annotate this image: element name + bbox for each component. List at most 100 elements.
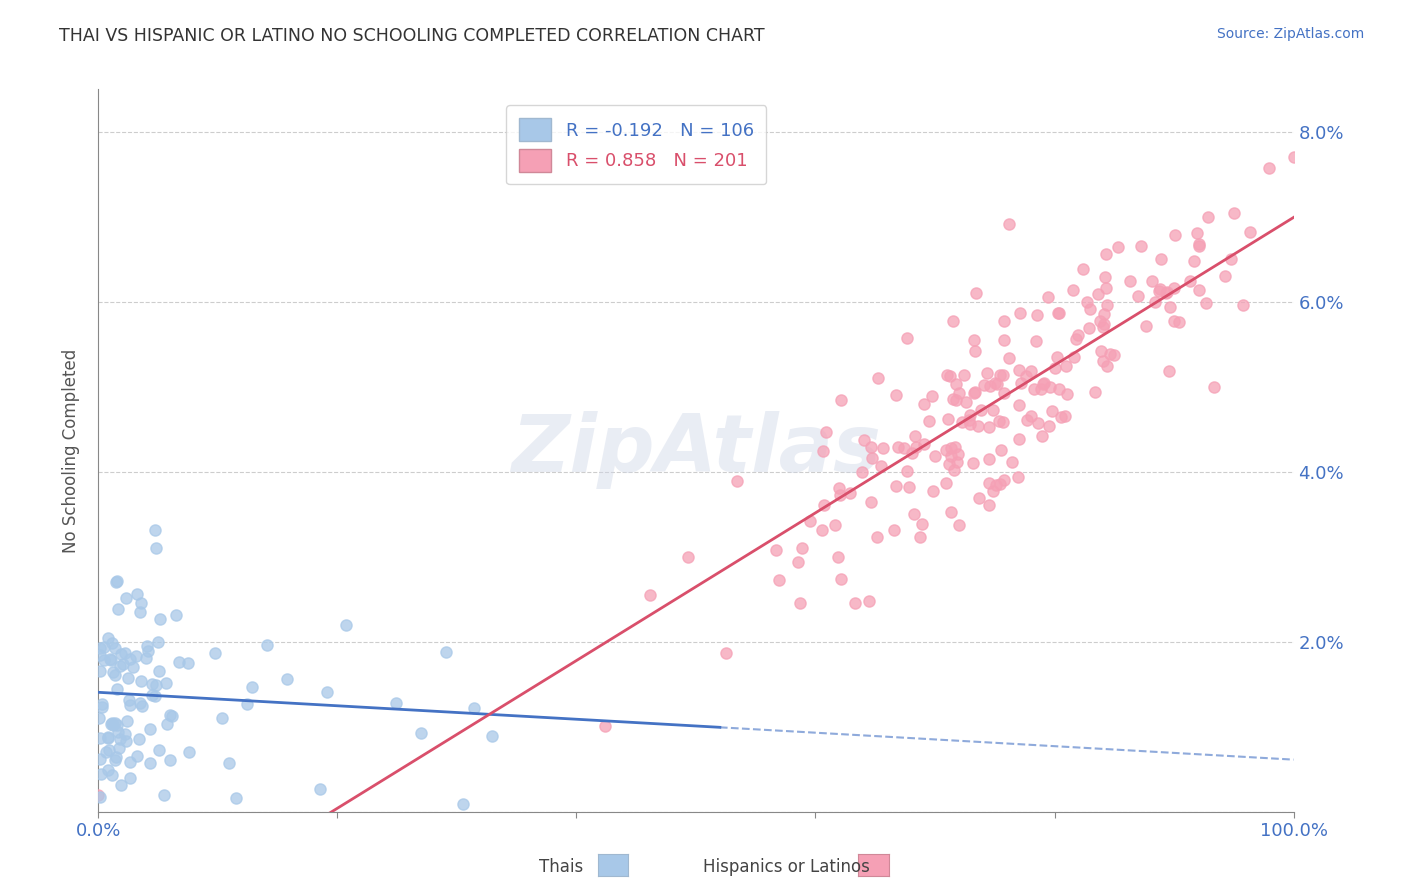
Point (87, 788, 110, 802)
Point (941, 442, 963, 456)
Point (115, 591, 138, 606)
Point (135, 639, 157, 653)
Point (950, 415, 973, 429)
Text: THAI VS HISPANIC OR LATINO NO SCHOOLING COMPLETED CORRELATION CHART: THAI VS HISPANIC OR LATINO NO SCHOOLING … (59, 27, 765, 45)
Point (912, 397, 935, 411)
Point (89, 664, 111, 678)
Point (935, 476, 957, 491)
Point (1092, 354, 1115, 368)
Point (883, 524, 905, 538)
Point (962, 456, 984, 470)
Point (146, 635, 169, 649)
Point (451, 797, 474, 811)
Point (976, 367, 998, 381)
Point (838, 486, 860, 500)
Point (308, 782, 330, 797)
Point (979, 499, 1001, 513)
Point (125, 749, 148, 764)
Point (1046, 350, 1069, 364)
Point (1147, 284, 1170, 298)
Point (967, 418, 990, 433)
Point (1067, 327, 1090, 342)
Point (993, 314, 1015, 328)
Point (110, 658, 132, 673)
Point (884, 388, 907, 402)
Point (111, 657, 134, 671)
Point (1213, 269, 1236, 284)
Point (1094, 281, 1116, 295)
Point (789, 596, 811, 610)
Text: Thais: Thais (540, 858, 583, 876)
Point (145, 523, 167, 537)
Point (988, 476, 1011, 491)
Point (481, 729, 503, 743)
Point (943, 440, 966, 454)
Point (815, 425, 838, 439)
Point (1062, 283, 1084, 297)
Point (1220, 252, 1243, 266)
Point (981, 483, 1004, 498)
Point (938, 458, 960, 472)
Point (118, 755, 141, 769)
Point (1232, 298, 1254, 312)
Point (131, 699, 153, 714)
Text: ZipAtlas: ZipAtlas (510, 411, 882, 490)
Point (853, 433, 876, 447)
Point (141, 688, 163, 702)
Text: Source: ZipAtlas.com: Source: ZipAtlas.com (1216, 27, 1364, 41)
Point (145, 678, 167, 692)
Point (177, 745, 200, 759)
Point (1163, 314, 1185, 328)
Point (97, 731, 120, 745)
Point (1025, 334, 1047, 349)
Point (145, 541, 167, 556)
Point (1168, 315, 1191, 329)
Point (813, 498, 835, 512)
Point (1107, 240, 1129, 254)
Point (957, 413, 980, 427)
Point (1078, 301, 1101, 316)
Point (970, 403, 993, 417)
Point (828, 481, 851, 495)
Point (1084, 385, 1107, 400)
Point (942, 314, 965, 328)
Point (1187, 226, 1209, 240)
Point (986, 377, 1008, 392)
Point (1102, 348, 1125, 362)
Point (1017, 413, 1039, 427)
Point (990, 443, 1012, 458)
Point (942, 392, 965, 407)
Point (1097, 359, 1119, 373)
Point (1054, 409, 1077, 423)
Point (100, 716, 122, 731)
Point (1092, 320, 1115, 334)
Point (115, 714, 138, 728)
Point (134, 650, 156, 665)
Point (638, 588, 661, 602)
Point (979, 379, 1001, 393)
Point (100, 653, 122, 667)
Point (991, 368, 1014, 382)
Point (236, 697, 259, 711)
Point (1239, 225, 1261, 239)
Point (125, 586, 148, 600)
Point (765, 543, 787, 558)
Point (1007, 470, 1029, 484)
Point (1040, 403, 1063, 417)
Point (1188, 283, 1211, 297)
Point (108, 740, 131, 755)
Point (983, 376, 1005, 391)
Point (851, 465, 873, 479)
Point (844, 596, 866, 610)
Point (131, 596, 153, 610)
Point (97, 632, 120, 646)
Point (963, 384, 986, 399)
Point (1128, 289, 1150, 303)
Point (959, 417, 981, 432)
Point (1056, 387, 1078, 401)
Point (1010, 376, 1032, 391)
Point (94, 746, 117, 760)
Point (981, 403, 1004, 417)
Point (141, 677, 163, 691)
Point (128, 732, 150, 747)
